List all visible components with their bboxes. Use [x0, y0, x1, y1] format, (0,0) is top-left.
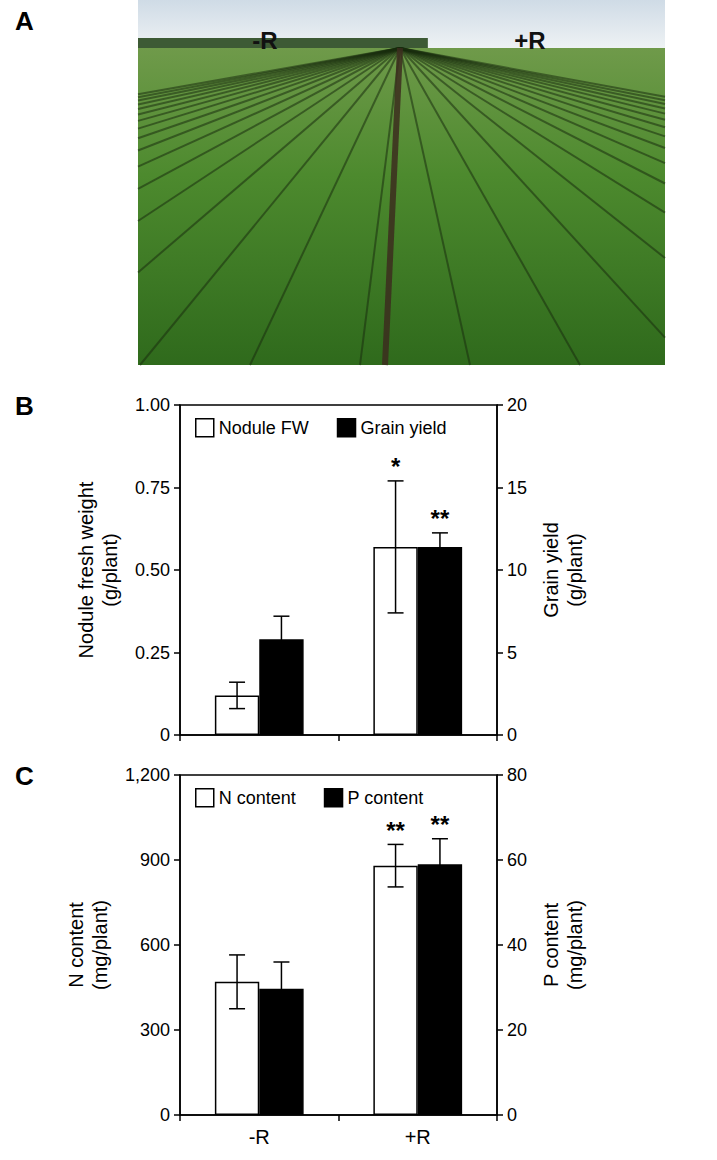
svg-text:N content: N content — [65, 902, 87, 988]
svg-text:N content: N content — [219, 788, 296, 808]
svg-text:Grain yield: Grain yield — [361, 418, 447, 438]
svg-text:0.75: 0.75 — [135, 478, 170, 498]
svg-text:**: ** — [386, 817, 405, 844]
svg-text:0.50: 0.50 — [135, 560, 170, 580]
svg-text:0: 0 — [507, 725, 517, 745]
svg-text:*: * — [391, 453, 401, 480]
svg-text:+R: +R — [514, 27, 545, 54]
svg-text:20: 20 — [507, 1020, 527, 1040]
svg-text:40: 40 — [507, 935, 527, 955]
svg-text:+R: +R — [405, 1126, 431, 1148]
svg-text:B: B — [15, 391, 34, 421]
svg-text:0: 0 — [507, 1105, 517, 1125]
svg-text:Grain yield: Grain yield — [540, 522, 562, 618]
svg-text:Nodule FW: Nodule FW — [219, 418, 309, 438]
svg-text:5: 5 — [507, 643, 517, 663]
svg-text:P content: P content — [348, 788, 424, 808]
svg-text:15: 15 — [507, 478, 527, 498]
svg-text:10: 10 — [507, 560, 527, 580]
svg-text:Nodule fresh weight: Nodule fresh weight — [75, 481, 97, 658]
svg-text:C: C — [15, 761, 34, 791]
svg-text:(g/plant): (g/plant) — [564, 533, 586, 606]
svg-text:600: 600 — [140, 935, 170, 955]
svg-text:0: 0 — [160, 1105, 170, 1125]
svg-text:60: 60 — [507, 850, 527, 870]
svg-text:-R: -R — [252, 27, 277, 54]
svg-text:0.25: 0.25 — [135, 643, 170, 663]
svg-text:300: 300 — [140, 1020, 170, 1040]
svg-text:0: 0 — [160, 725, 170, 745]
svg-text:20: 20 — [507, 395, 527, 415]
svg-text:1.00: 1.00 — [135, 395, 170, 415]
svg-text:**: ** — [431, 811, 450, 838]
svg-text:-R: -R — [249, 1126, 270, 1148]
svg-text:(mg/plant): (mg/plant) — [89, 900, 111, 990]
svg-text:**: ** — [431, 505, 450, 532]
svg-text:P content: P content — [540, 902, 562, 987]
svg-text:(g/plant): (g/plant) — [99, 533, 121, 606]
svg-text:80: 80 — [507, 765, 527, 785]
svg-text:(mg/plant): (mg/plant) — [564, 900, 586, 990]
svg-text:900: 900 — [140, 850, 170, 870]
svg-text:A: A — [15, 6, 34, 36]
svg-text:1,200: 1,200 — [125, 765, 170, 785]
